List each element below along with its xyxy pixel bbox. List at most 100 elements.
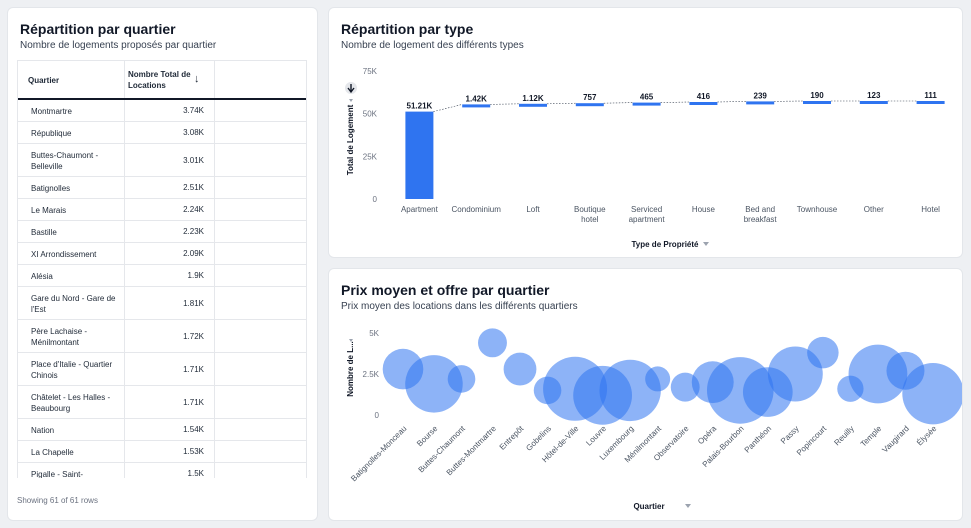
x-tick-label: Other (864, 205, 884, 214)
cell-quartier: Montmartre (31, 106, 72, 116)
x-tick-label: Bourse (415, 424, 440, 449)
cell-quartier: Alésia (31, 271, 53, 281)
data-label: 111 (924, 91, 937, 100)
bar[interactable] (803, 101, 831, 104)
x-tick-label-line: hotel (581, 215, 599, 224)
table-row[interactable]: Père Lachaise - Ménilmontant 1.72K (18, 320, 306, 353)
column-header-total[interactable]: Nombre Total de Locations (128, 70, 191, 90)
bar[interactable] (519, 103, 547, 107)
row-count: Showing 61 of 61 rows (17, 496, 98, 505)
bar[interactable] (689, 102, 718, 105)
table-row[interactable]: Batignolles 2.51K (18, 177, 306, 199)
x-axis-label[interactable]: Type de Propriété (632, 240, 700, 249)
cell-quartier: Buttes-Chaumont - Belleville (31, 150, 99, 171)
x-tick-label: Élysée (915, 424, 939, 448)
cell-total: 2.09K (183, 249, 204, 258)
bubble[interactable] (807, 336, 839, 369)
bar[interactable] (632, 102, 661, 106)
table-header: Quartier Nombre Total de Locations ↓ (18, 60, 306, 100)
caret-down-icon[interactable] (349, 99, 353, 102)
bar[interactable] (462, 104, 491, 108)
x-tick-label: Popincourt (795, 424, 829, 458)
x-tick-label: Condominium (452, 205, 502, 214)
cell-total: 2.51K (183, 183, 204, 192)
table-row[interactable]: Montmartre 3.74K (18, 100, 306, 122)
connector-line (660, 101, 690, 103)
cell-total: 1.71K (183, 364, 204, 374)
arrow-down-icon (347, 84, 355, 94)
table-row[interactable]: Nation 1.54K (18, 419, 306, 441)
table-row[interactable]: Gare du Nord - Gare de l'Est 1.81K (18, 287, 306, 320)
table-row[interactable]: XI Arrondissement 2.09K (18, 243, 306, 265)
data-label: 757 (583, 93, 597, 102)
table-row[interactable]: Place d'Italie - Quartier Chinois 1.71K (18, 353, 306, 386)
x-tick-label-line: breakfast (744, 215, 778, 224)
data-label: 416 (697, 92, 711, 101)
connector-line (546, 102, 576, 105)
cell-total: 1.5K (187, 469, 204, 478)
table-row[interactable]: Pigalle - Saint- 1.5K (18, 463, 306, 478)
x-tick-label: Loft (526, 205, 540, 214)
bubble[interactable] (478, 328, 507, 358)
bubble[interactable] (599, 359, 661, 422)
table-row[interactable]: Le Marais 2.24K (18, 199, 306, 221)
price-bubble-card: Prix moyen et offre par quartier Prix mo… (328, 268, 963, 521)
table-body: Montmartre 3.74K République 3.08K Buttes-Cha… (18, 100, 306, 478)
cell-quartier: XI Arrondissement (31, 249, 97, 259)
cell-quartier: Gare du Nord - Gare de l'Est (31, 293, 116, 314)
y-tick-label: 75K (363, 67, 378, 76)
connector-line (603, 102, 633, 104)
bubble[interactable] (645, 366, 671, 392)
y-tick-label: 25K (363, 152, 378, 161)
table-row[interactable]: Châtelet - Les Halles - Beaubourg 1.71K (18, 386, 306, 419)
cell-quartier: Châtelet - Les Halles - Beaubourg (31, 392, 111, 413)
bar[interactable] (916, 101, 945, 104)
bar[interactable] (575, 103, 604, 107)
bar[interactable] (746, 101, 775, 105)
cell-quartier: Bastille (31, 227, 57, 237)
arrow-down-icon[interactable]: ↓ (194, 73, 200, 85)
x-tick-label: Serviced apartment (629, 205, 666, 224)
x-tick-label: Townhouse (797, 205, 838, 214)
table-row[interactable]: Bastille 2.23K (18, 221, 306, 243)
y-axis-label: Total de Logement (346, 104, 355, 175)
x-tick-label: Apartment (401, 205, 439, 214)
x-tick-label: Hotel (921, 205, 940, 214)
column-header-quartier[interactable]: Quartier (28, 75, 60, 85)
data-label: 239 (754, 91, 768, 100)
bubble[interactable] (405, 355, 463, 413)
caret-down-icon[interactable] (703, 242, 709, 246)
connector-line (717, 101, 747, 103)
x-tick-label: Bed and breakfast (744, 205, 778, 224)
bubble[interactable] (767, 346, 823, 402)
x-tick-label: Batignolles-Monceau (349, 424, 408, 483)
bubble[interactable] (503, 352, 537, 386)
data-label: 190 (810, 91, 824, 100)
neighborhood-table: Quartier Nombre Total de Locations ↓ Mon… (17, 60, 307, 478)
x-tick-label: Boutique hotel (574, 205, 606, 224)
bubble[interactable] (902, 362, 962, 425)
cell-quartier: Batignolles (31, 183, 71, 193)
card-title: Répartition par quartier (20, 21, 176, 37)
bubble[interactable] (447, 365, 476, 393)
caret-down-icon[interactable] (685, 504, 691, 508)
data-label: 123 (867, 91, 881, 100)
y-tick-label: 5K (369, 329, 379, 338)
cell-total: 1.53K (183, 447, 204, 456)
y-tick-label: 50K (363, 110, 378, 119)
table-row[interactable]: Alésia 1.9K (18, 265, 306, 287)
x-axis-label[interactable]: Quartier (633, 502, 664, 511)
table-row[interactable]: Buttes-Chaumont - Belleville 3.01K (18, 144, 306, 177)
x-tick-label: Temple (859, 424, 884, 449)
bar[interactable] (859, 101, 888, 104)
bar[interactable] (405, 111, 434, 199)
x-tick-label-line: Boutique (574, 205, 606, 214)
cell-quartier: Pigalle - Saint- (31, 469, 84, 479)
x-tick-label: Entrepôt (498, 424, 526, 452)
table-row[interactable]: République 3.08K (18, 122, 306, 144)
table-row[interactable]: La Chapelle 1.53K (18, 441, 306, 463)
caret-down-icon[interactable] (349, 339, 353, 342)
y-tick-label: 0 (373, 195, 378, 204)
card-title: Répartition par type (341, 21, 474, 37)
cell-quartier: Le Marais (31, 205, 67, 215)
